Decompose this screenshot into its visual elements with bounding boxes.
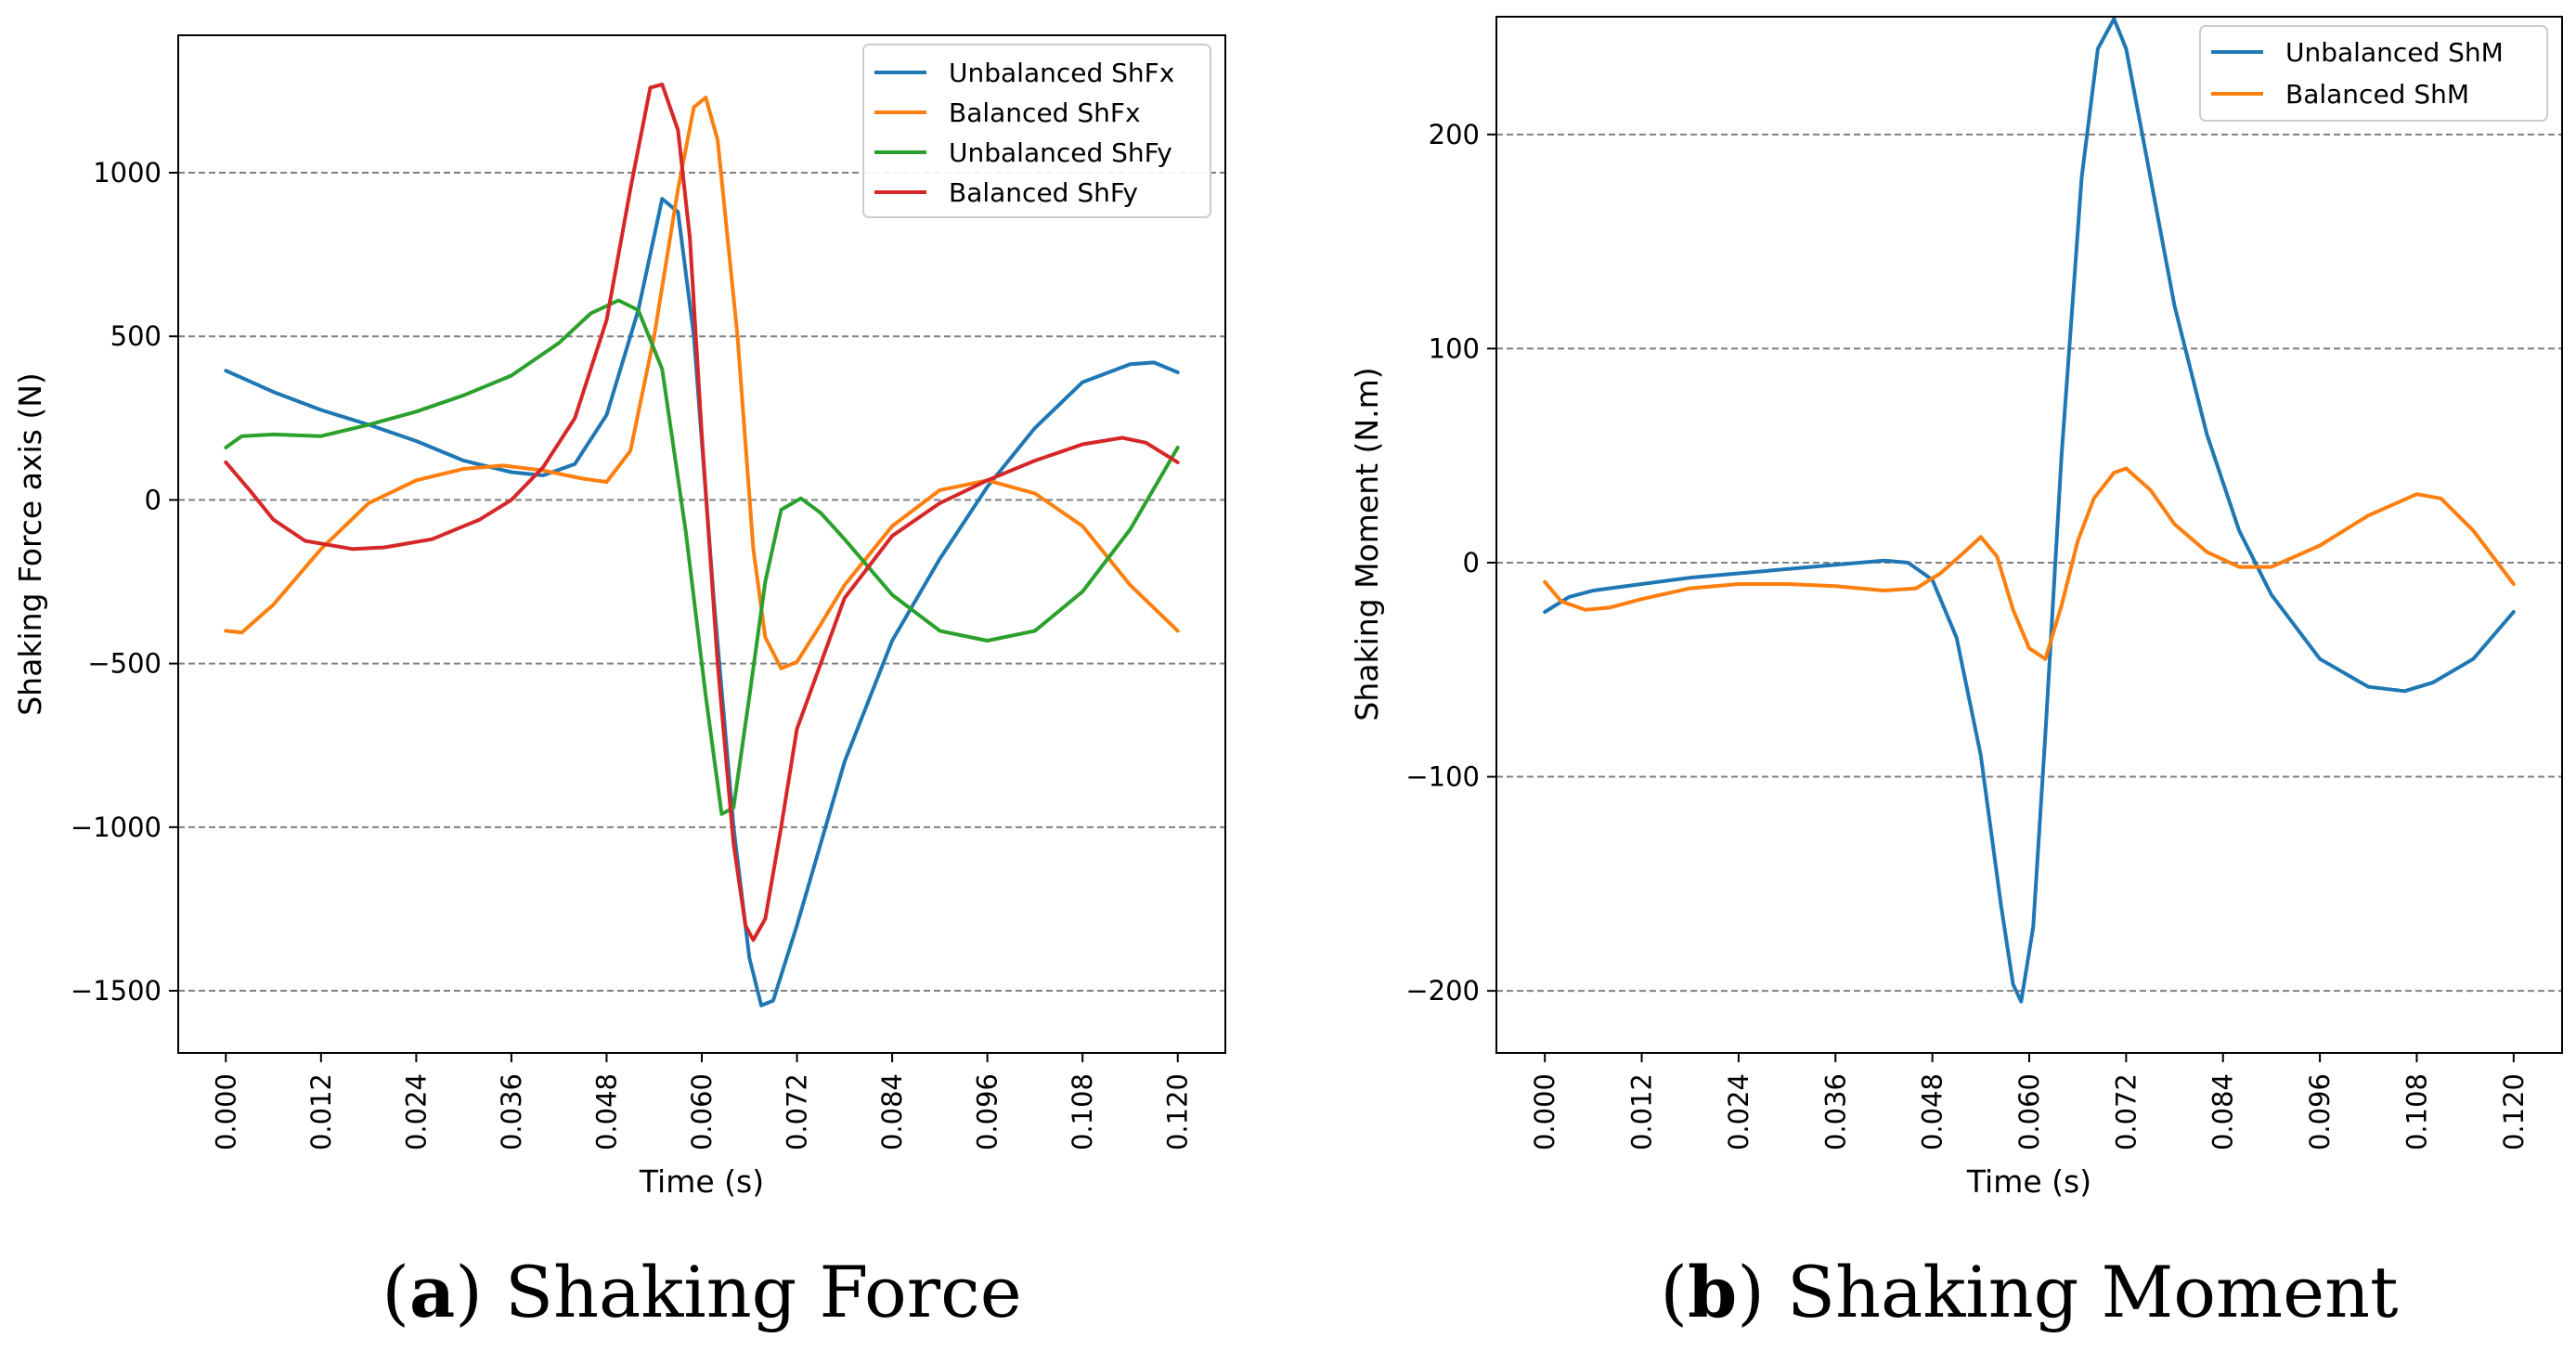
x-tick-label: 0.012 — [305, 1073, 337, 1150]
legend-label: Unbalanced ShM — [2285, 37, 2504, 68]
caption-letter-a: a — [409, 1251, 455, 1333]
x-tick-label: 0.048 — [590, 1073, 622, 1150]
grid-lines-b — [1496, 133, 2562, 993]
y-tick-label: −1000 — [71, 812, 162, 843]
legend-label: Balanced ShFy — [949, 177, 1138, 208]
legend-box-a — [862, 44, 1211, 218]
x-tick-label: 0.036 — [1819, 1073, 1851, 1150]
x-tick-label: 0.084 — [876, 1073, 908, 1150]
x-tick-label: 0.024 — [400, 1073, 432, 1150]
y-ticks-b: −200 −100 0 100 200 — [1405, 119, 1496, 1007]
x-axis-label-a: Time (s) — [639, 1163, 764, 1200]
caption-b: (b) Shaking Moment — [1660, 1251, 2398, 1333]
legend-a: Unbalanced ShFx Balanced ShFx Unbalanced S… — [862, 44, 1211, 218]
x-tick-label: 0.096 — [972, 1073, 1003, 1150]
legend-label: Unbalanced ShFy — [949, 137, 1172, 168]
x-ticks-a: 0.000 0.012 0.024 0.036 0.048 0.060 0.072 0.084… — [210, 1053, 1194, 1150]
series-line-unbalanced-shfy — [224, 298, 1180, 816]
legend-b: Unbalanced ShM Balanced ShM — [2199, 25, 2548, 122]
x-tick-label: 0.048 — [1917, 1073, 1948, 1150]
x-tick-label: 0.060 — [2013, 1073, 2045, 1150]
y-tick-label: 100 — [1429, 332, 1480, 364]
y-tick-label: −1500 — [71, 975, 162, 1007]
y-tick-label: 0 — [1463, 547, 1480, 578]
y-tick-label: 1000 — [93, 157, 162, 188]
series-line-balanced-shfy — [224, 82, 1180, 942]
x-tick-label: 0.108 — [2401, 1073, 2432, 1150]
caption-text-a: Shaking Force — [505, 1251, 1022, 1333]
legend-label: Unbalanced ShFx — [949, 58, 1174, 88]
series-lines-a — [224, 82, 1180, 1007]
legend-label: Balanced ShFx — [949, 97, 1141, 128]
x-tick-label: 0.108 — [1067, 1073, 1098, 1150]
x-tick-label: 0.060 — [686, 1073, 718, 1150]
x-tick-label: 0.072 — [2110, 1073, 2142, 1150]
x-ticks-b: 0.000 0.012 0.024 0.036 0.048 0.060 0.072 0.084… — [1529, 1053, 2530, 1150]
caption-a: (a) Shaking Force — [382, 1251, 1021, 1333]
y-tick-label: 0 — [145, 484, 162, 515]
x-tick-label: 0.120 — [2498, 1073, 2530, 1150]
x-tick-label: 0.072 — [782, 1073, 813, 1150]
series-line-unbalanced-shm — [1543, 17, 2516, 1004]
y-tick-label: −100 — [1405, 761, 1480, 793]
y-axis-label-a: Shaking Force axis (N) — [12, 372, 48, 716]
x-tick-label: 0.096 — [2304, 1073, 2336, 1150]
caption-text-b: Shaking Moment — [1787, 1251, 2399, 1333]
x-tick-label: 0.000 — [210, 1073, 241, 1150]
chart-panel-b: 0.000 0.012 0.024 0.036 0.048 0.060 0.072 0.084… — [1349, 16, 2563, 1333]
series-line-balanced-shfx — [224, 96, 1180, 670]
y-tick-label: −500 — [87, 648, 162, 680]
y-tick-label: 500 — [110, 320, 162, 352]
x-axis-label-b: Time (s) — [1966, 1163, 2091, 1200]
legend-label: Balanced ShM — [2285, 79, 2469, 110]
y-ticks-a: −1500 −1000 −500 0 500 1000 — [71, 157, 178, 1007]
x-tick-label: 0.120 — [1162, 1073, 1194, 1150]
x-tick-label: 0.036 — [496, 1073, 527, 1150]
plot-area-b — [1496, 17, 2562, 1053]
x-tick-label: 0.084 — [2207, 1073, 2239, 1150]
chart-panel-a: 0.000 0.012 0.024 0.036 0.048 0.060 0.072 0.084… — [12, 34, 1226, 1333]
x-tick-label: 0.000 — [1529, 1073, 1560, 1150]
y-tick-label: 200 — [1429, 119, 1480, 150]
x-tick-label: 0.012 — [1626, 1073, 1658, 1150]
caption-letter-b: b — [1688, 1251, 1737, 1333]
x-tick-label: 0.024 — [1723, 1073, 1754, 1150]
legend-box-b — [2199, 25, 2548, 122]
y-tick-label: −200 — [1405, 975, 1480, 1007]
y-axis-label-b: Shaking Moment (N.m) — [1349, 367, 1385, 721]
series-line-balanced-shm — [1543, 466, 2516, 661]
series-lines-b — [1543, 17, 2516, 1004]
